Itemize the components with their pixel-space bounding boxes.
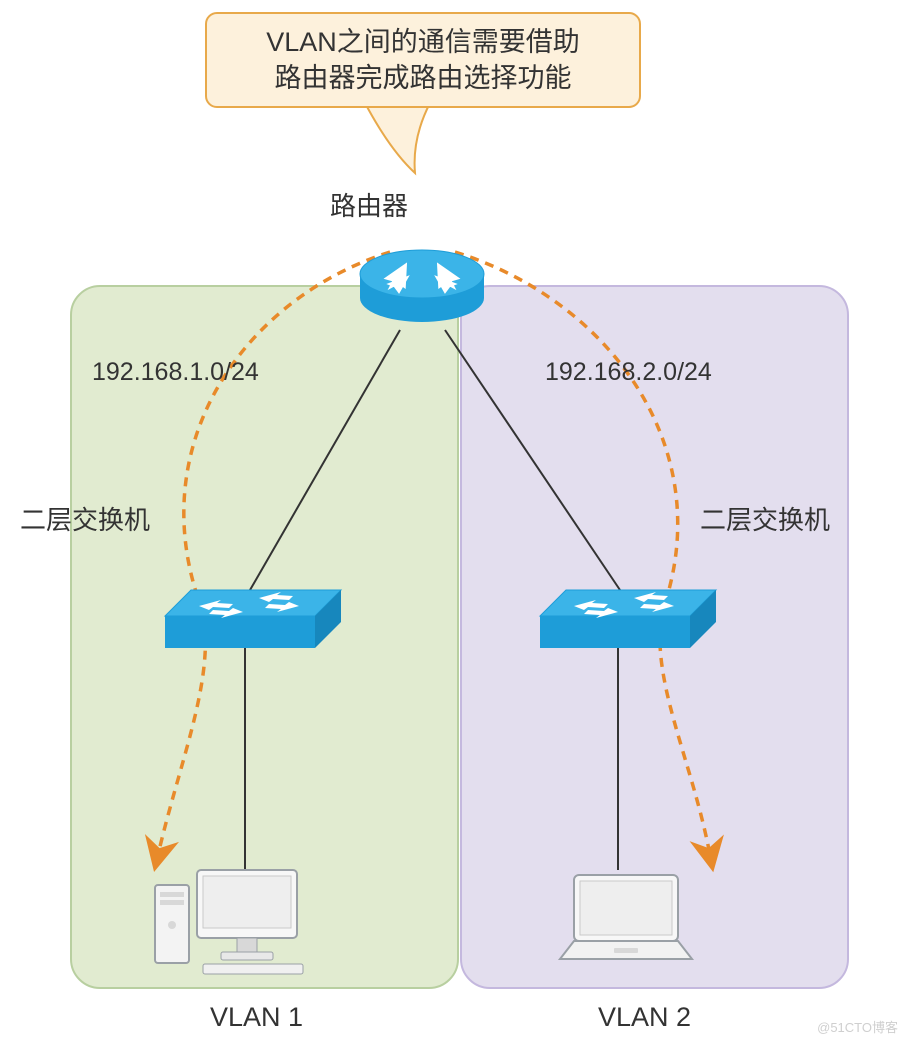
router-label: 路由器 xyxy=(330,186,408,223)
vlan2-subnet: 192.168.2.0/24 xyxy=(545,358,712,387)
vlan1-label: VLAN 1 xyxy=(210,1002,303,1033)
switch1-label: 二层交换机 xyxy=(20,500,150,537)
vlan2-label: VLAN 2 xyxy=(598,1002,691,1033)
callout-line2: 路由器完成路由选择功能 xyxy=(274,63,571,93)
diagram-canvas: VLAN之间的通信需要借助 路由器完成路由选择功能 xyxy=(0,0,904,1042)
vlan1-subnet: 192.168.1.0/24 xyxy=(92,358,259,387)
vlan1-region xyxy=(70,285,459,989)
callout-line1: VLAN之间的通信需要借助 xyxy=(266,27,580,57)
vlan2-region xyxy=(460,285,849,989)
watermark: @51CTO博客 xyxy=(817,1017,898,1036)
callout-box: VLAN之间的通信需要借助 路由器完成路由选择功能 xyxy=(205,12,641,108)
switch2-label: 二层交换机 xyxy=(700,500,830,537)
